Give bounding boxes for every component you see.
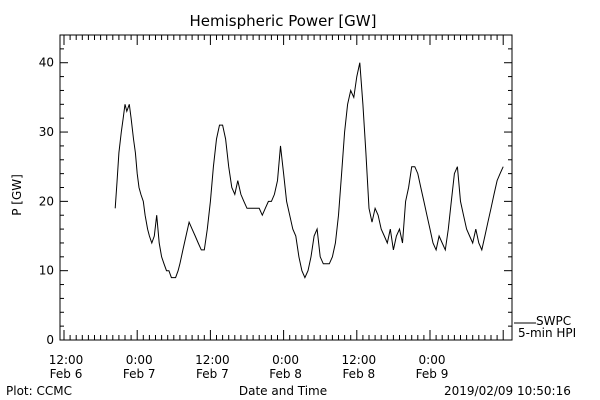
x-tick-time-label: 12:00: [49, 353, 84, 367]
x-tick-date-label: Feb 7: [196, 367, 229, 381]
chart-title: Hemispheric Power [GW]: [189, 12, 377, 30]
x-tick-date-label: Feb 9: [416, 367, 449, 381]
plot-timestamp: 2019/02/09 10:50:16: [444, 384, 571, 398]
x-tick-time-label: 12:00: [195, 353, 230, 367]
y-axis-ticks: 0 10 20 30 40: [39, 34, 512, 347]
y-axis-label: P [GW]: [9, 174, 24, 216]
x-axis-label: Date and Time: [238, 384, 328, 398]
y-tick-label: 20: [39, 194, 54, 208]
y-tick-label: 0: [46, 333, 54, 347]
plot-frame: [59, 34, 513, 341]
x-tick-date-label: Feb 6: [50, 367, 83, 381]
x-tick-time-label: 0:00: [272, 353, 299, 367]
y-tick-label: 40: [39, 56, 54, 70]
plot-credit: Plot: CCMC: [6, 384, 72, 398]
x-tick-date-label: Feb 8: [269, 367, 302, 381]
legend-source-label: SWPC: [536, 314, 572, 328]
x-tick-time-label: 12:00: [342, 353, 377, 367]
x-tick-time-label: 0:00: [419, 353, 446, 367]
y-tick-label: 30: [39, 125, 54, 139]
y-tick-label: 10: [39, 264, 54, 278]
x-tick-time-label: 0:00: [126, 353, 153, 367]
series-line-5-min-hpi: [114, 62, 504, 279]
legend-series-label: 5-min HPI: [518, 326, 577, 340]
x-tick-date-label: Feb 7: [123, 367, 156, 381]
x-tick-date-label: Feb 8: [342, 367, 375, 381]
